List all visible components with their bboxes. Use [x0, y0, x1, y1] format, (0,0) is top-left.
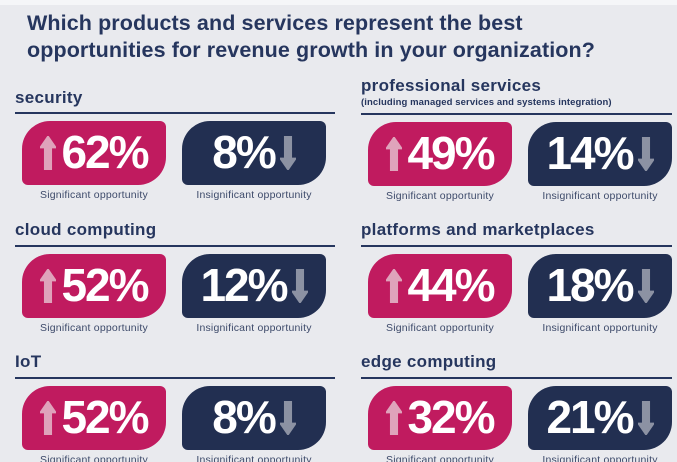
significant-label: Significant opportunity: [386, 454, 494, 462]
top-strip: [0, 0, 677, 5]
down-arrow-icon: [279, 136, 296, 171]
page-title-line1: Which products and services represent th…: [27, 11, 523, 35]
significant-badge: 44%: [368, 254, 512, 318]
insignificant-label: Insignificant opportunity: [542, 454, 658, 462]
significant-badge: 52%: [22, 254, 166, 318]
heading-underline: [361, 113, 672, 115]
insignificant-stat: 8% Insignificant opportunity: [182, 121, 326, 201]
section-header: cloud computing: [15, 210, 335, 240]
significant-value: 52%: [61, 391, 149, 443]
section-header: edge computing: [361, 342, 672, 372]
section-professional-services: professional services (including managed…: [361, 77, 672, 202]
significant-label: Significant opportunity: [386, 322, 494, 334]
insignificant-label: Insignificant opportunity: [196, 189, 312, 202]
heading-underline: [15, 112, 335, 115]
section-platforms-marketplaces: platforms and marketplaces 44% Significa…: [361, 210, 672, 334]
significant-value: 62%: [61, 126, 149, 179]
down-arrow-icon: [637, 269, 654, 303]
insignificant-badge: 8%: [182, 121, 326, 186]
badge-row: 49% Significant opportunity 14% Insignif…: [361, 122, 672, 202]
insignificant-value: 12%: [200, 259, 288, 311]
significant-stat: 52% Significant opportunity: [22, 386, 166, 462]
significant-badge: 52%: [22, 386, 166, 450]
insignificant-stat: 8% Insignificant opportunity: [182, 386, 326, 462]
insignificant-label: Insignificant opportunity: [196, 322, 312, 334]
badge-row: 32% Significant opportunity 21% Insignif…: [361, 386, 672, 462]
section-heading: security: [15, 87, 83, 107]
insignificant-badge: 18%: [528, 254, 672, 318]
significant-stat: 62% Significant opportunity: [22, 121, 166, 201]
section-heading: platforms and marketplaces: [361, 220, 595, 240]
significant-value: 32%: [407, 391, 495, 443]
down-arrow-icon: [291, 269, 308, 303]
down-arrow-icon: [279, 401, 296, 435]
section-header: security: [15, 77, 335, 107]
insignificant-badge: 12%: [182, 254, 326, 318]
down-arrow-icon: [637, 137, 654, 171]
section-header: professional services (including managed…: [361, 77, 672, 108]
significant-label: Significant opportunity: [40, 189, 148, 202]
insignificant-badge: 14%: [528, 122, 672, 186]
up-arrow-icon: [40, 136, 57, 171]
insignificant-value: 14%: [546, 127, 634, 179]
significant-label: Significant opportunity: [386, 190, 494, 202]
insignificant-stat: 21% Insignificant opportunity: [528, 386, 672, 462]
significant-stat: 52% Significant opportunity: [22, 254, 166, 334]
badge-row: 52% Significant opportunity 8% Insignifi…: [15, 386, 335, 462]
heading-underline: [361, 245, 672, 247]
insignificant-stat: 14% Insignificant opportunity: [528, 122, 672, 202]
badge-row: 44% Significant opportunity 18% Insignif…: [361, 254, 672, 334]
section-heading: professional services: [361, 76, 542, 96]
significant-badge: 49%: [368, 122, 512, 186]
badge-row: 52% Significant opportunity 12% Insignif…: [15, 254, 335, 334]
section-edge-computing: edge computing 32% Significant opportuni…: [361, 342, 672, 462]
section-iot: IoT 52% Significant opportunity 8%: [15, 342, 335, 462]
significant-value: 52%: [61, 259, 149, 311]
significant-label: Significant opportunity: [40, 322, 148, 334]
insignificant-label: Insignificant opportunity: [542, 190, 658, 202]
up-arrow-icon: [386, 137, 403, 171]
stats-grid: security 62% Significant opportunity 8%: [0, 77, 677, 462]
down-arrow-icon: [637, 401, 654, 435]
up-arrow-icon: [40, 269, 57, 303]
significant-stat: 32% Significant opportunity: [368, 386, 512, 462]
section-heading: IoT: [15, 352, 42, 372]
section-header: platforms and marketplaces: [361, 210, 672, 240]
insignificant-label: Insignificant opportunity: [196, 454, 312, 462]
insignificant-stat: 18% Insignificant opportunity: [528, 254, 672, 334]
section-heading: edge computing: [361, 352, 497, 372]
insignificant-value: 8%: [212, 126, 277, 179]
significant-stat: 44% Significant opportunity: [368, 254, 512, 334]
section-cloud-computing: cloud computing 52% Significant opportun…: [15, 210, 335, 334]
significant-value: 49%: [407, 127, 495, 179]
section-heading: cloud computing: [15, 220, 157, 240]
significant-label: Significant opportunity: [40, 454, 148, 462]
insignificant-badge: 21%: [528, 386, 672, 450]
heading-underline: [361, 377, 672, 379]
page-title: Which products and services represent th…: [27, 10, 659, 63]
section-header: IoT: [15, 342, 335, 372]
insignificant-value: 18%: [546, 259, 634, 311]
section-security: security 62% Significant opportunity 8%: [15, 77, 335, 202]
insignificant-stat: 12% Insignificant opportunity: [182, 254, 326, 334]
badge-row: 62% Significant opportunity 8% Insignifi…: [15, 121, 335, 201]
page-title-line2: opportunities for revenue growth in your…: [27, 37, 595, 62]
significant-badge: 32%: [368, 386, 512, 450]
up-arrow-icon: [386, 401, 403, 435]
up-arrow-icon: [40, 401, 57, 435]
insignificant-value: 8%: [212, 391, 277, 443]
insignificant-label: Insignificant opportunity: [542, 322, 658, 334]
heading-underline: [15, 377, 335, 379]
heading-underline: [15, 245, 335, 247]
significant-stat: 49% Significant opportunity: [368, 122, 512, 202]
insignificant-badge: 8%: [182, 386, 326, 450]
up-arrow-icon: [386, 269, 403, 303]
significant-value: 44%: [407, 259, 495, 311]
section-subtitle: (including managed services and systems …: [361, 97, 612, 108]
significant-badge: 62%: [22, 121, 166, 186]
insignificant-value: 21%: [546, 391, 634, 443]
